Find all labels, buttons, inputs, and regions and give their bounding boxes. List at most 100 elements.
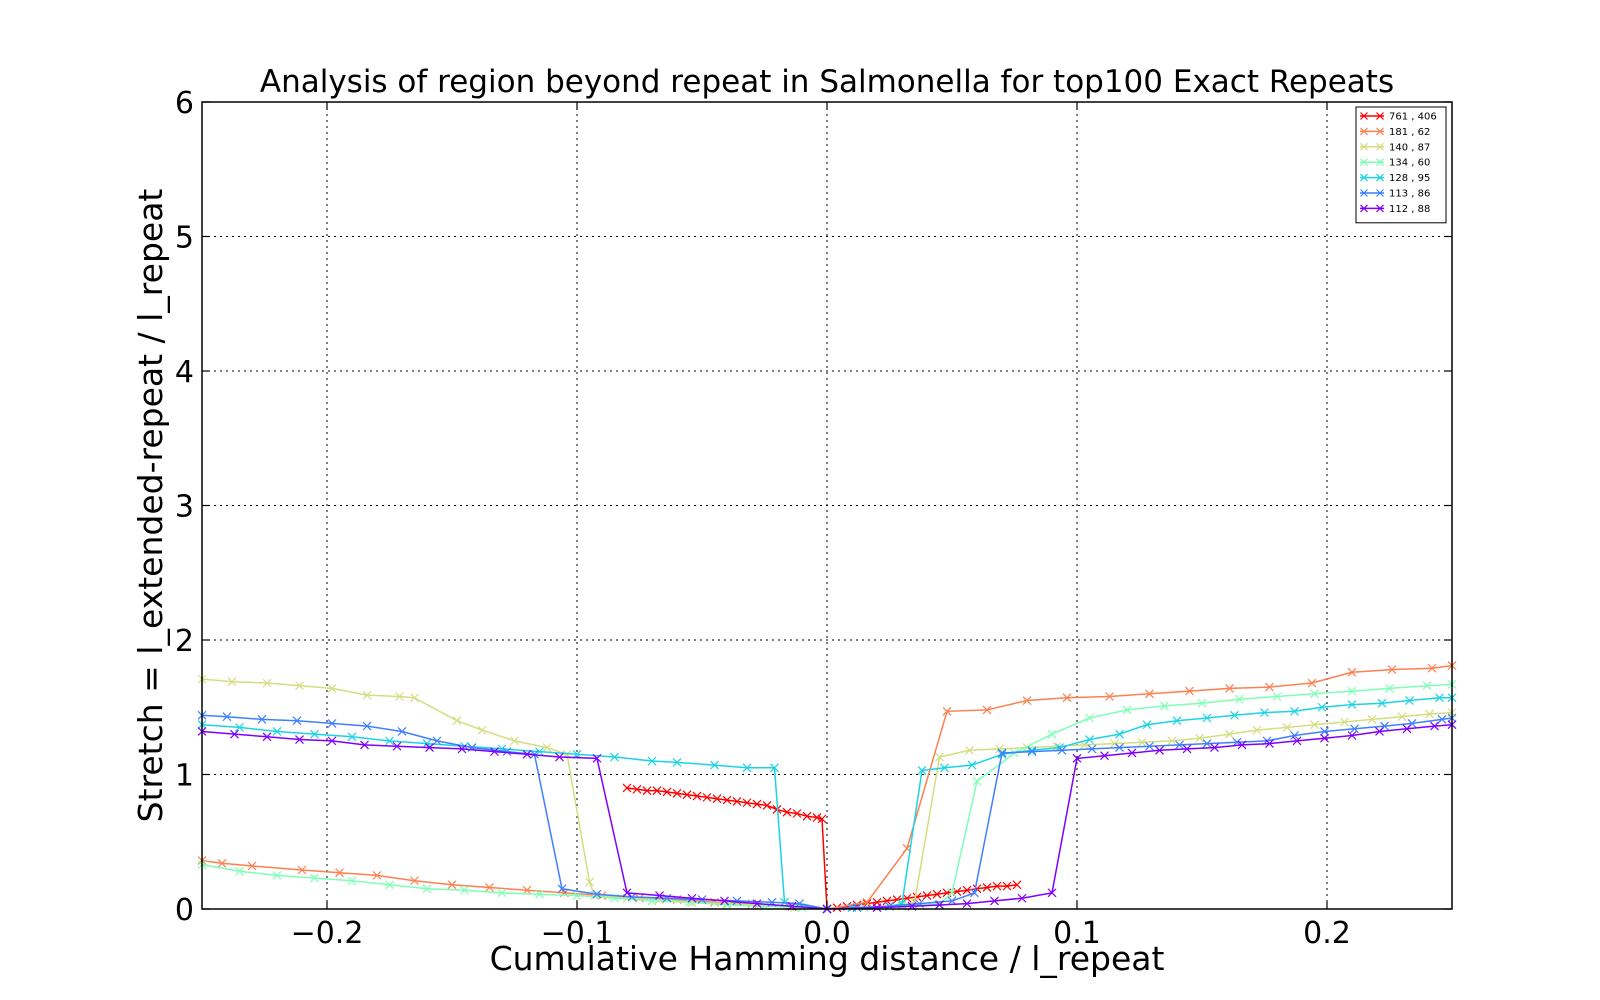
x-tick-label: 0.2 [1303, 916, 1351, 951]
data-point [1145, 689, 1154, 699]
series-line [201, 730, 828, 910]
data-point [327, 736, 337, 746]
data-point [1182, 744, 1192, 754]
data-point [1272, 692, 1282, 701]
data-point [1155, 745, 1164, 755]
data-point [1210, 743, 1219, 753]
data-point [1360, 204, 1368, 213]
data-point [542, 743, 552, 753]
data-point [982, 705, 992, 715]
data-point [812, 813, 822, 822]
chart-title: Analysis of region beyond repeat in Salm… [260, 64, 1394, 100]
data-point [712, 794, 722, 804]
data-point [1377, 698, 1387, 708]
legend-label: 128 , 95 [1389, 173, 1430, 184]
data-point [642, 786, 652, 796]
data-point [1376, 204, 1384, 213]
legend-label: 181 , 62 [1389, 127, 1430, 138]
data-point [295, 735, 304, 744]
data-point [1022, 696, 1032, 705]
data-point [965, 745, 974, 755]
data-point [720, 896, 729, 906]
series-line [826, 697, 1452, 910]
data-point [1235, 694, 1244, 704]
data-point [1195, 733, 1204, 743]
data-point [990, 896, 999, 906]
data-point [1002, 881, 1012, 891]
data-point [762, 801, 772, 810]
data-point [1197, 698, 1207, 708]
axis-ticks: −0.2 −0.1 0.0 0.1 0.2 0 1 2 3 4 5 6 [175, 86, 1452, 951]
data-point [522, 885, 532, 895]
data-point [485, 883, 494, 892]
y-tick-label: 0 [175, 893, 194, 928]
data-point [940, 763, 949, 773]
data-point [1265, 682, 1274, 692]
data-point [222, 712, 232, 722]
data-point [1110, 739, 1119, 748]
data-point [557, 884, 567, 894]
data-point [732, 796, 742, 806]
data-point [1202, 713, 1212, 723]
data-point [1137, 737, 1147, 747]
data-point [235, 866, 244, 876]
data-point [502, 747, 512, 757]
data-point [1360, 189, 1368, 197]
data-point [687, 893, 697, 903]
data-point [1320, 733, 1329, 743]
data-point [995, 744, 1004, 754]
data-point [1105, 692, 1114, 701]
data-point [1307, 678, 1317, 688]
data-point [862, 897, 872, 907]
data-point [490, 747, 499, 757]
data-point [1175, 740, 1184, 750]
data-point [655, 891, 664, 900]
data-point [1072, 753, 1082, 763]
data-point [1292, 736, 1302, 746]
data-point [592, 889, 602, 899]
legend: 761 , 406 181 , 62 140 , 87 134 , 60 128 , 9… [1355, 106, 1447, 224]
data-point [972, 776, 982, 786]
data-point [327, 718, 337, 728]
y-tick-label: 2 [175, 624, 194, 659]
series-line [201, 714, 828, 910]
data-point [457, 744, 467, 754]
data-point [1387, 665, 1397, 675]
data-point [335, 868, 344, 878]
legend-label: 113 , 86 [1389, 189, 1430, 200]
data-point [372, 870, 382, 880]
data-point [585, 877, 594, 887]
series-3 [197, 679, 1457, 914]
data-point [395, 692, 404, 701]
data-point [1290, 706, 1299, 716]
data-point [710, 760, 719, 770]
data-point [1437, 714, 1447, 724]
data-point [592, 753, 602, 763]
data-point [1237, 740, 1247, 750]
data-point [1317, 702, 1327, 712]
data-point [647, 756, 657, 766]
data-point [1282, 723, 1292, 732]
data-point [262, 678, 272, 688]
data-point [935, 900, 944, 910]
data-point [1360, 127, 1368, 136]
data-point [1360, 142, 1368, 151]
data-point [1375, 727, 1384, 736]
data-point [1376, 112, 1384, 120]
data-point [1122, 705, 1132, 715]
data-point [702, 792, 712, 802]
data-point [1012, 880, 1022, 890]
data-point [1347, 667, 1357, 677]
data-point [1027, 747, 1037, 757]
data-point [272, 727, 282, 736]
data-point [1142, 720, 1152, 730]
data-point [1290, 731, 1299, 740]
data-point [1017, 893, 1027, 903]
data-point [385, 736, 394, 746]
data-point [1127, 748, 1137, 758]
legend-label: 112 , 88 [1389, 204, 1430, 215]
data-point [655, 895, 664, 905]
data-point [1405, 696, 1414, 705]
